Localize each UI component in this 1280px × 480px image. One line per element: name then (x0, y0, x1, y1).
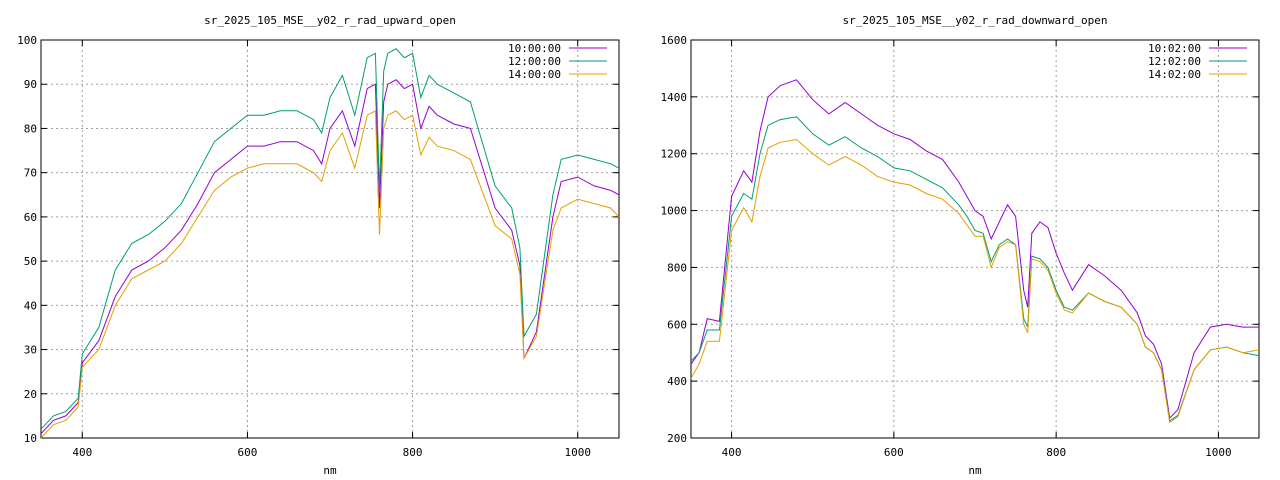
x-tick-label: 600 (237, 446, 257, 459)
x-tick-label: 400 (72, 446, 92, 459)
y-tick-label: 800 (667, 261, 687, 274)
legend-label: 14:02:00 (1148, 68, 1201, 81)
y-tick-label: 100 (17, 34, 37, 47)
series-line-100000 (41, 79, 619, 434)
upward-radiance-chart: sr_2025_105_MSE__y02_r_rad_upward_open 40… (17, 14, 620, 477)
x-axis-label: nm (968, 464, 982, 477)
upward-chart-panel: sr_2025_105_MSE__y02_r_rad_upward_open 40… (17, 14, 620, 477)
plot-frame (40, 39, 620, 439)
x-tick-label: 400 (722, 446, 742, 459)
y-tick-label: 40 (24, 299, 37, 312)
chart-title: sr_2025_105_MSE__y02_r_rad_downward_open (843, 14, 1108, 27)
y-tick-label: 60 (24, 211, 37, 224)
y-tick-label: 600 (667, 318, 687, 331)
y-tick-label: 1600 (661, 34, 688, 47)
x-axis-label: nm (323, 464, 337, 477)
x-tick-label: 600 (884, 446, 904, 459)
y-tick-label: 80 (24, 122, 37, 135)
downward-chart-panel: sr_2025_105_MSE__y02_r_rad_downward_open… (640, 0, 1280, 480)
series-line-140000 (41, 109, 619, 438)
y-tick-label: 1400 (661, 91, 688, 104)
y-tick-label: 90 (24, 78, 37, 91)
legend-label: 10:02:00 (1148, 42, 1201, 55)
series-line-120200 (691, 116, 1259, 422)
series-line-120000 (41, 48, 619, 430)
y-tick-label: 200 (667, 432, 687, 445)
legend-label: 12:00:00 (508, 55, 561, 68)
legend-label: 12:02:00 (1148, 55, 1201, 68)
y-tick-label: 1000 (661, 205, 688, 218)
series-line-100200 (691, 79, 1259, 420)
x-tick-label: 1000 (564, 446, 591, 459)
x-tick-label: 800 (1046, 446, 1066, 459)
y-tick-label: 400 (667, 375, 687, 388)
y-tick-label: 30 (24, 344, 37, 357)
legend-label: 14:00:00 (508, 68, 561, 81)
x-tick-label: 1000 (1205, 446, 1232, 459)
legend-label: 10:00:00 (508, 42, 561, 55)
series-line-140200 (691, 138, 1259, 424)
y-tick-label: 10 (24, 432, 37, 445)
y-tick-label: 1200 (661, 148, 688, 161)
downward-radiance-chart: sr_2025_105_MSE__y02_r_rad_downward_open… (661, 14, 1260, 477)
y-tick-label: 70 (24, 167, 37, 180)
x-tick-label: 800 (403, 446, 423, 459)
y-tick-label: 20 (24, 388, 37, 401)
chart-title: sr_2025_105_MSE__y02_r_rad_upward_open (204, 14, 456, 27)
plot-frame (690, 39, 1260, 439)
y-tick-label: 50 (24, 255, 37, 268)
